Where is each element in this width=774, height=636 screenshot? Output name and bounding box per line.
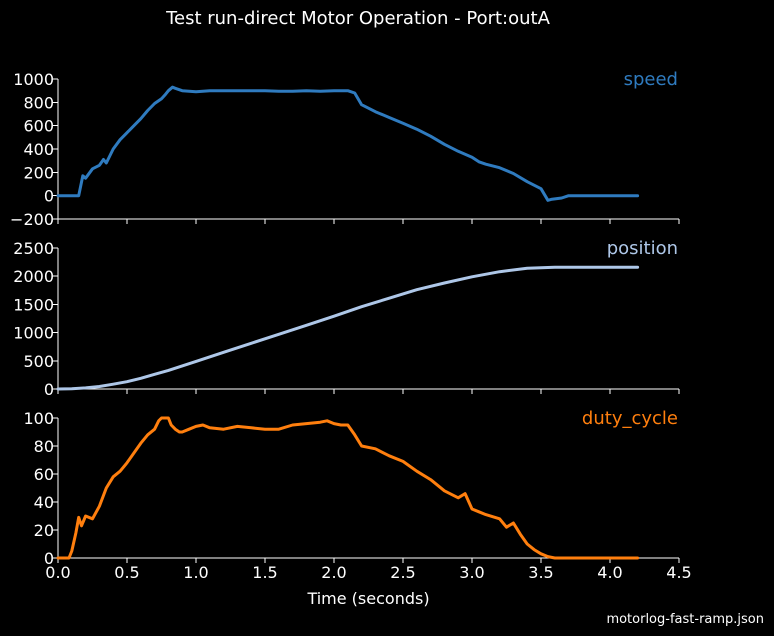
- y-tick-label: 0: [44, 549, 54, 568]
- series-line-duty_cycle: [56, 416, 640, 560]
- x-tick-label: 0.5: [114, 563, 139, 582]
- series-line-speed: [56, 85, 640, 202]
- y-tick-label: 600: [23, 117, 54, 136]
- series-label-position: position: [607, 238, 678, 259]
- y-tick-label: 60: [34, 465, 54, 484]
- subplot-speed: −200 0 200 400 600 800 1000 speed: [10, 69, 680, 229]
- series-line-position: [56, 265, 640, 391]
- y-tick-label: −200: [10, 210, 54, 229]
- series-label-speed: speed: [624, 69, 678, 90]
- y-tick-label: 500: [23, 352, 54, 371]
- y-tick-label: 1500: [13, 295, 54, 314]
- x-tick-label: 4.5: [666, 563, 691, 582]
- y-tick-label: 20: [34, 521, 54, 540]
- x-tick-label: 0.0: [45, 563, 70, 582]
- chart-title: Test run-direct Motor Operation - Port:o…: [165, 8, 551, 29]
- x-tick-label: 2.5: [390, 563, 415, 582]
- y-tick-label: 0: [44, 187, 54, 206]
- x-tick-label: 1.5: [252, 563, 277, 582]
- x-tick-label: 1.0: [183, 563, 208, 582]
- y-tick-label: 0: [44, 380, 54, 399]
- x-tick-label: 2.0: [321, 563, 346, 582]
- y-tick-label: 800: [23, 93, 54, 112]
- y-tick-label: 100: [23, 409, 54, 428]
- x-tick-label: 3.5: [528, 563, 553, 582]
- y-tick-label: 2500: [13, 239, 54, 258]
- series-label-duty_cycle: duty_cycle: [582, 408, 678, 429]
- x-axis-label: Time (seconds): [306, 589, 429, 608]
- x-tick-label: 3.0: [459, 563, 484, 582]
- y-tick-label: 1000: [13, 324, 54, 343]
- y-tick-label: 80: [34, 437, 54, 456]
- y-tick-label: 40: [34, 493, 54, 512]
- footer-filename: motorlog-fast-ramp.json: [606, 612, 764, 627]
- y-tick-label: 400: [23, 140, 54, 159]
- subplot-position: 0 500 1000 1500 2000 2500 position: [13, 238, 680, 399]
- y-tick-label: 1000: [13, 70, 54, 89]
- subplot-duty_cycle: 0 20 40 60 80 100 0.0 0.5 1.0 1.5 2.0 2.5 3.0 3.5 4.0 4…: [23, 408, 691, 608]
- x-tick-label: 4.0: [597, 563, 622, 582]
- y-tick-label: 200: [23, 163, 54, 182]
- y-tick-label: 2000: [13, 267, 54, 286]
